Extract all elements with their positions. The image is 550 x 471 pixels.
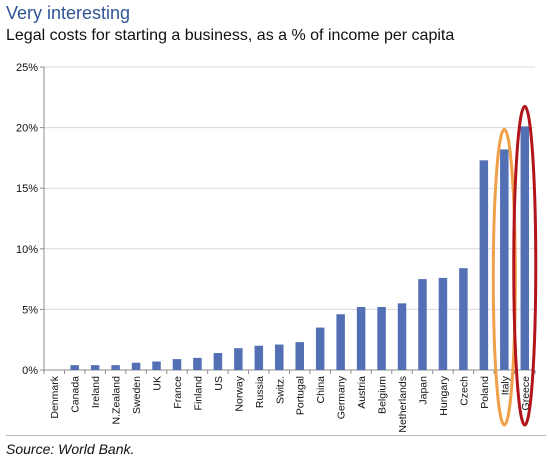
y-tick-label: 5% <box>22 304 38 316</box>
bar-czech <box>459 268 468 370</box>
y-tick-labels: 0% 5% 10% 15% 20% 25% <box>16 62 38 377</box>
highlight-ovals <box>491 104 538 427</box>
source-divider <box>6 435 546 436</box>
y-tick-label: 25% <box>16 62 38 74</box>
x-tick-label: N.Zealand <box>111 376 123 425</box>
x-tick-label: Denmark <box>49 375 61 418</box>
x-tick-label: Ireland <box>90 376 102 408</box>
bar-china <box>315 327 325 370</box>
bar-finland <box>193 357 202 370</box>
source-note: Source: World Bank. <box>6 441 135 457</box>
bar-portugal <box>295 342 304 370</box>
x-tick-label: Poland <box>479 376 491 409</box>
bar-sweden <box>131 362 141 370</box>
bar-japan <box>418 279 427 370</box>
x-tick-label: Austria <box>356 376 368 409</box>
y-tick-label: 0% <box>22 365 38 377</box>
bar-austria <box>356 306 366 370</box>
highlight-oval-greece <box>512 104 538 427</box>
bar-italy <box>500 149 509 370</box>
x-tick-label: Russia <box>254 376 266 408</box>
bar-france <box>172 359 182 370</box>
highlight-oval-italy <box>491 127 517 427</box>
x-tick-label: Italy <box>499 375 511 395</box>
bar-hungary <box>438 277 448 370</box>
chart-title: Very interesting <box>6 3 131 23</box>
x-tick-label: Belgium <box>377 376 389 414</box>
x-tick-label: Germany <box>336 375 348 419</box>
bars <box>70 126 530 370</box>
chart-subtitle: Legal costs for starting a business, as … <box>6 27 455 44</box>
x-tick-label: Greece <box>520 376 532 411</box>
axes <box>40 66 536 374</box>
bar-poland <box>479 160 489 370</box>
x-tick-label: Sweden <box>131 376 143 414</box>
x-tick-label: Norway <box>233 375 245 411</box>
bar-belgium <box>377 306 386 370</box>
bar-uk <box>152 361 161 370</box>
bar-us <box>213 353 223 370</box>
x-tick-label: Switz. <box>274 376 286 404</box>
bar-norway <box>234 348 243 370</box>
y-tick-label: 15% <box>16 183 38 195</box>
x-tick-label: Japan <box>417 376 429 405</box>
y-tick-label: 10% <box>16 244 38 256</box>
x-tick-label: Canada <box>70 376 82 413</box>
x-tick-label: US <box>213 376 225 391</box>
x-tick-label: Portugal <box>295 376 307 415</box>
bar-switz- <box>275 344 284 370</box>
x-tick-label: Netherlands <box>397 376 409 433</box>
x-tick-label: Finland <box>192 376 204 411</box>
gridlines <box>44 66 535 310</box>
bar-greece <box>520 126 530 370</box>
x-tick-label: China <box>315 376 327 404</box>
bar-canada <box>70 365 79 370</box>
bar-netherlands <box>397 303 407 370</box>
x-tick-labels: Denmark Canada Ireland N.Zealand Sweden UK Fra… <box>49 375 532 432</box>
bar-russia <box>254 345 264 370</box>
x-tick-label: France <box>172 376 184 409</box>
bar-ireland <box>90 365 100 370</box>
x-tick-label: Czech <box>458 376 470 406</box>
y-tick-label: 20% <box>16 123 38 135</box>
bar-n-zealand <box>111 365 120 370</box>
x-tick-label: UK <box>152 376 164 391</box>
x-tick-label: Hungary <box>438 375 450 415</box>
bar-germany <box>336 314 345 370</box>
